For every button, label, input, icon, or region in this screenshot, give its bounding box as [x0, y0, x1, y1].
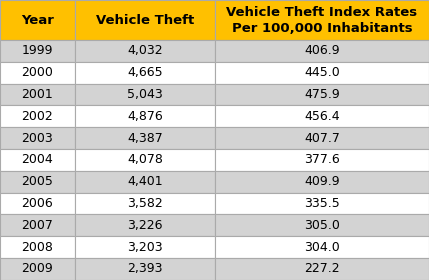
Bar: [0, 84, 75, 105]
Bar: [75, 84, 215, 105]
Bar: [215, 84, 429, 105]
Bar: [215, 0, 429, 40]
Text: 3,582: 3,582: [127, 197, 163, 210]
Text: 407.7: 407.7: [304, 132, 340, 144]
Text: 305.0: 305.0: [304, 219, 340, 232]
Bar: [0, 149, 75, 171]
Text: 2007: 2007: [21, 219, 54, 232]
Bar: [215, 127, 429, 149]
Bar: [75, 0, 215, 40]
Text: 2009: 2009: [21, 262, 53, 276]
Text: 377.6: 377.6: [304, 153, 340, 166]
Text: 2005: 2005: [21, 175, 54, 188]
Text: 3,203: 3,203: [127, 241, 163, 254]
Text: 4,876: 4,876: [127, 110, 163, 123]
Text: 227.2: 227.2: [304, 262, 340, 276]
Text: 4,078: 4,078: [127, 153, 163, 166]
Text: 2003: 2003: [21, 132, 53, 144]
Text: 3,226: 3,226: [127, 219, 163, 232]
Bar: [215, 62, 429, 84]
Text: 2004: 2004: [21, 153, 53, 166]
Bar: [75, 171, 215, 193]
Text: Vehicle Theft: Vehicle Theft: [96, 13, 194, 27]
Text: 2001: 2001: [21, 88, 53, 101]
Text: 2002: 2002: [21, 110, 53, 123]
Bar: [0, 105, 75, 127]
Bar: [0, 193, 75, 214]
Text: 409.9: 409.9: [304, 175, 340, 188]
Bar: [75, 40, 215, 62]
Bar: [75, 127, 215, 149]
Text: 2006: 2006: [21, 197, 53, 210]
Bar: [0, 258, 75, 280]
Text: 456.4: 456.4: [304, 110, 340, 123]
Text: 5,043: 5,043: [127, 88, 163, 101]
Bar: [0, 214, 75, 236]
Text: 4,387: 4,387: [127, 132, 163, 144]
Bar: [75, 149, 215, 171]
Bar: [75, 193, 215, 214]
Text: 1999: 1999: [22, 45, 53, 57]
Text: 475.9: 475.9: [304, 88, 340, 101]
Bar: [0, 40, 75, 62]
Bar: [75, 62, 215, 84]
Bar: [0, 0, 75, 40]
Bar: [75, 105, 215, 127]
Bar: [75, 214, 215, 236]
Text: 2000: 2000: [21, 66, 54, 79]
Bar: [0, 62, 75, 84]
Bar: [215, 105, 429, 127]
Bar: [215, 40, 429, 62]
Bar: [0, 236, 75, 258]
Text: 406.9: 406.9: [304, 45, 340, 57]
Text: 2008: 2008: [21, 241, 54, 254]
Text: Vehicle Theft Index Rates
Per 100,000 Inhabitants: Vehicle Theft Index Rates Per 100,000 In…: [227, 6, 417, 34]
Bar: [75, 258, 215, 280]
Bar: [215, 258, 429, 280]
Bar: [215, 214, 429, 236]
Bar: [215, 149, 429, 171]
Text: 2,393: 2,393: [127, 262, 163, 276]
Bar: [215, 193, 429, 214]
Text: 445.0: 445.0: [304, 66, 340, 79]
Bar: [0, 127, 75, 149]
Bar: [215, 236, 429, 258]
Text: 4,401: 4,401: [127, 175, 163, 188]
Bar: [0, 171, 75, 193]
Bar: [75, 236, 215, 258]
Text: 335.5: 335.5: [304, 197, 340, 210]
Text: 4,032: 4,032: [127, 45, 163, 57]
Text: Year: Year: [21, 13, 54, 27]
Text: 304.0: 304.0: [304, 241, 340, 254]
Text: 4,665: 4,665: [127, 66, 163, 79]
Bar: [215, 171, 429, 193]
